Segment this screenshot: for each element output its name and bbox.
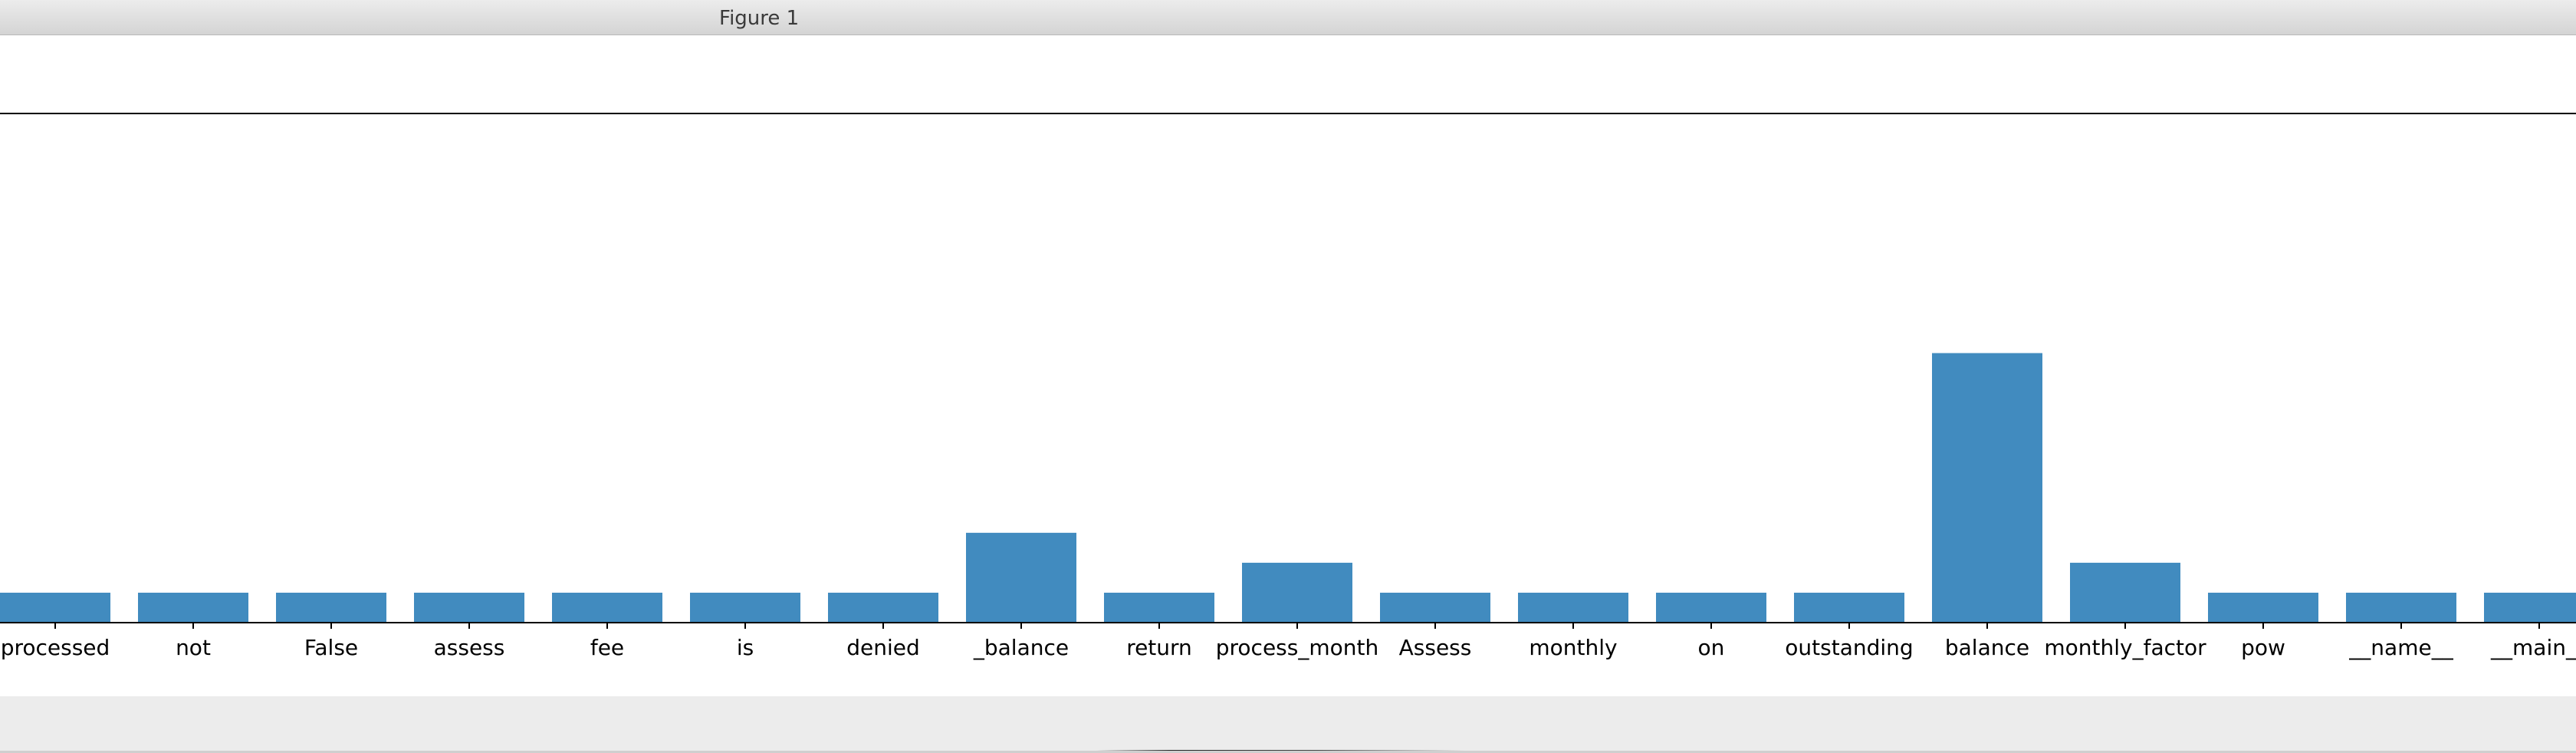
bar-assess [1380, 592, 1490, 623]
figure-canvas: processed not False assess fee is denied _balan… [0, 35, 2576, 696]
x-tick-label-fee: fee [590, 635, 624, 660]
bar-balance [966, 532, 1076, 623]
x-tick-label-process-month: process_month [1216, 635, 1378, 660]
bar-main [2484, 592, 2576, 623]
window-titlebar: Figure 1 [0, 0, 2576, 35]
bar-fee [552, 592, 662, 623]
bar-false [276, 592, 386, 623]
bar-chart: processed not False assess fee is denied _balan… [0, 113, 2576, 660]
bar-balance [1932, 353, 2042, 623]
x-tick-label-balance: _balance [973, 635, 1069, 660]
x-tick-label-monthly: monthly [1529, 635, 1617, 660]
bar-assess [414, 592, 524, 623]
bar-monthly [1518, 592, 1628, 623]
x-tick-label-pow: pow [2241, 635, 2285, 660]
x-tick-label-outstanding: outstanding [1785, 635, 1913, 660]
bar-return [1104, 592, 1214, 623]
figure-toolbar-area [0, 696, 2576, 753]
bar-name [2346, 592, 2456, 623]
x-tick-label-not: not [176, 635, 211, 660]
x-tick-label-on: on [1698, 635, 1725, 660]
x-tick-label-balance: balance [1945, 635, 2029, 660]
x-tick-label-false: False [304, 635, 358, 660]
bar-denied [828, 592, 938, 623]
x-tick-label-monthly-factor: monthly_factor [2044, 635, 2206, 660]
x-tick-label-name: __name__ [2348, 635, 2453, 660]
window-bottom-edge [0, 751, 2576, 753]
x-tick-label-denied: denied [846, 635, 920, 660]
x-tick-label-is: is [737, 635, 754, 660]
bar-on [1656, 592, 1766, 623]
bars-group [0, 353, 2576, 623]
x-tick-label-assess: assess [434, 635, 505, 660]
x-tick-label-processed: processed [1, 635, 110, 660]
x-tick-label-assess: Assess [1399, 635, 1472, 660]
ticks-group: processed not False assess fee is denied _balan… [1, 623, 2576, 660]
bar-processed [0, 592, 110, 623]
bar-process-month [1242, 562, 1352, 623]
bar-not [138, 592, 248, 623]
bar-monthly-factor [2070, 562, 2180, 623]
bar-pow [2208, 592, 2318, 623]
bar-outstanding [1794, 592, 1904, 623]
bar-is [690, 592, 800, 623]
window-title: Figure 1 [719, 7, 800, 30]
x-tick-label-main: __main__ [2490, 635, 2576, 660]
x-tick-label-return: return [1126, 635, 1192, 660]
